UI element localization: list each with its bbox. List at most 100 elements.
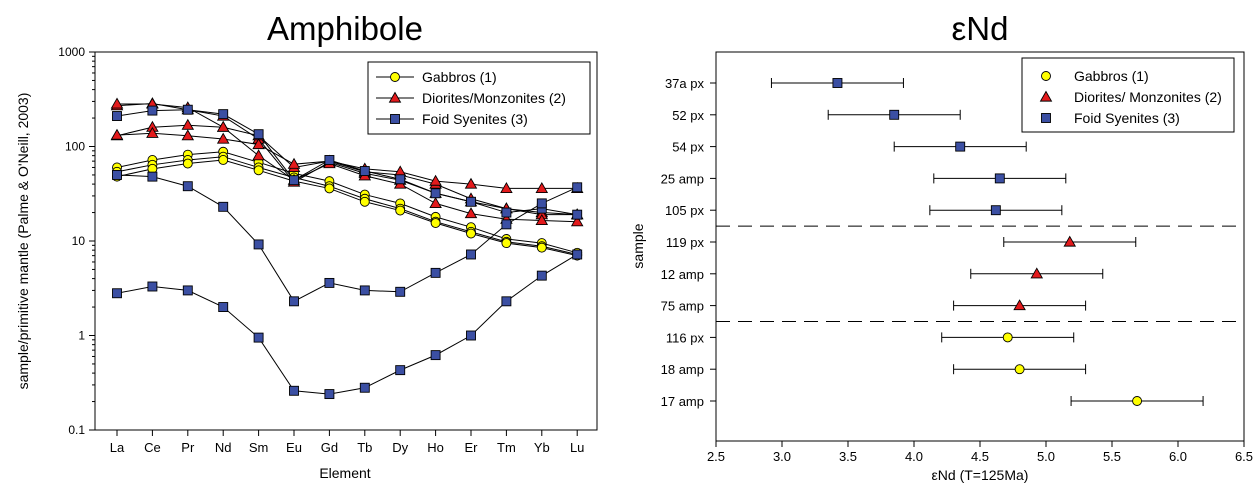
y-axis-label: sample — [630, 223, 646, 268]
data-point — [110, 97, 124, 109]
legend-marker — [1041, 71, 1051, 81]
y-axis-label: sample/primitive mantle (Palme & O'Neill… — [15, 93, 31, 390]
data-point — [536, 270, 547, 281]
data-point — [536, 198, 547, 209]
series-line — [116, 156, 578, 255]
x-tick-label: Pr — [181, 440, 195, 455]
y-tick-label: 54 px — [672, 140, 704, 155]
data-point — [572, 182, 583, 193]
x-tick-label: 5.5 — [1103, 449, 1121, 464]
data-point — [112, 288, 122, 299]
legend-marker — [390, 114, 400, 124]
x-tick-label: La — [110, 440, 125, 455]
x-tick-label: 5.0 — [1037, 449, 1055, 464]
legend-label: Diorites/Monzonites (2) — [422, 90, 566, 106]
data-point — [324, 155, 335, 165]
data-point — [253, 332, 264, 343]
data-point — [464, 177, 478, 189]
data-point — [536, 242, 547, 253]
x-tick-label: 3.0 — [773, 449, 791, 464]
data-point — [430, 188, 441, 199]
y-tick-label: 1 — [78, 329, 85, 343]
legend-label: Gabbros (1) — [422, 69, 497, 85]
series-line — [116, 124, 578, 216]
data-point — [112, 111, 122, 122]
data-point — [112, 169, 122, 180]
x-tick-label: Lu — [570, 440, 584, 455]
x-axis: La Ce Pr Nd Sm Eu Gd Tb Dy Ho Er Tm Yb Lu — [110, 430, 584, 455]
data-point — [218, 302, 229, 313]
data-point — [218, 155, 229, 165]
legend-label: Diorites/ Monzonites (2) — [1074, 89, 1222, 105]
data-point — [572, 209, 583, 220]
y-axis: 0.1 1 10 100 1000 — [58, 45, 95, 437]
y-tick-label: 116 px — [666, 330, 705, 345]
data-point — [994, 173, 1005, 184]
legend-label: Foid Syenites (3) — [422, 111, 528, 127]
x-tick-label: Tb — [357, 440, 372, 455]
y-tick-label: 52 px — [672, 108, 704, 123]
series-line — [116, 159, 578, 257]
legend-marker — [390, 72, 400, 82]
legend: Gabbros (1) Diorites/ Monzonites (2) Foi… — [1021, 57, 1235, 133]
y-tick-label: 0.1 — [68, 423, 85, 437]
legend-label: Gabbros (1) — [1074, 68, 1149, 84]
data-point — [181, 118, 195, 130]
x-tick-label: Dy — [392, 440, 408, 455]
data-point — [395, 174, 406, 185]
data-point — [182, 104, 193, 115]
data-point — [147, 171, 158, 182]
data-point — [252, 138, 265, 150]
data-point — [253, 165, 264, 176]
data-point — [110, 128, 124, 140]
y-tick-label: 100 — [65, 140, 85, 154]
data-point — [216, 132, 230, 144]
data-point — [535, 214, 549, 226]
legend: Gabbros (1) Diorites/Monzonites (2) Foid… — [367, 61, 591, 135]
data-point — [832, 78, 843, 88]
data-point — [359, 196, 370, 207]
chart-title: Amphibole — [267, 10, 423, 47]
points-layer — [770, 78, 1204, 406]
y-tick-label: 37a px — [665, 76, 705, 91]
legend-label: Foid Syenites (3) — [1074, 110, 1180, 126]
data-point — [466, 330, 476, 341]
data-point — [182, 181, 193, 192]
data-point — [430, 350, 441, 361]
series-layer — [110, 97, 584, 400]
data-point — [395, 286, 406, 297]
data-point — [146, 126, 159, 138]
y-tick-label: 17 amp — [661, 394, 704, 409]
data-point — [570, 215, 584, 227]
x-tick-label: Gd — [321, 440, 338, 455]
x-tick-label: 2.5 — [707, 449, 725, 464]
chart-title: εNd — [952, 10, 1009, 47]
legend-marker — [388, 91, 402, 103]
data-point — [359, 382, 370, 393]
data-point — [990, 205, 1001, 216]
y-tick-label: 75 amp — [661, 299, 704, 314]
data-point — [501, 207, 512, 218]
data-point — [289, 296, 299, 307]
y-tick-label: 105 px — [665, 203, 705, 218]
data-point — [218, 201, 229, 212]
data-point — [324, 277, 335, 288]
x-tick-label: 4.5 — [971, 449, 989, 464]
data-point — [535, 182, 549, 194]
x-tick-label: Yb — [534, 440, 550, 455]
data-point — [1030, 267, 1044, 279]
y-tick-label: 12 amp — [661, 267, 704, 282]
data-point — [359, 285, 370, 296]
series-line — [116, 109, 578, 216]
y-tick-label: 25 amp — [661, 171, 704, 186]
x-axis-label: εNd (T=125Ma) — [932, 467, 1029, 483]
end-chart: εNd 37a px 52 px 54 px 25 amp 105 px 119 px 12… — [630, 10, 1253, 483]
y-tick-label: 18 amp — [661, 362, 704, 377]
x-tick-label: Ho — [427, 440, 444, 455]
x-tick-label: 3.5 — [839, 449, 857, 464]
series-line — [116, 174, 578, 302]
data-point — [500, 182, 513, 194]
data-point — [955, 141, 966, 152]
data-point — [466, 249, 476, 260]
